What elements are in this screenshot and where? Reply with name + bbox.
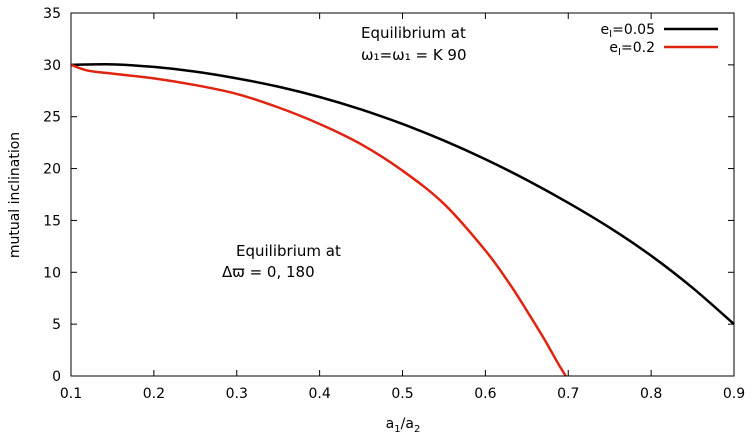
- annotation-lower-line1: Equilibrium at: [236, 242, 341, 260]
- annotation-lower: Equilibrium at Δϖ = 0, 180: [222, 242, 341, 281]
- annotation-lower-line2: Δϖ = 0, 180: [222, 263, 315, 281]
- x-axis-label: a1/a2: [386, 416, 421, 435]
- y-tick-label-2: 10: [43, 265, 61, 281]
- series-line-0: [70, 63, 735, 326]
- legend: eI=0.05 eI=0.2: [601, 22, 718, 58]
- x-tick-label-6: 0.7: [557, 386, 579, 402]
- x-tick-label-0: 0.1: [60, 386, 82, 402]
- x-tick-label-3: 0.4: [308, 386, 330, 402]
- y-tick-label-4: 20: [43, 162, 61, 178]
- y-tick-label-6: 30: [43, 58, 61, 74]
- y-tick-labels: 0 5 10 15 20 25 30 35: [43, 6, 61, 385]
- x-tick-labels: 0.1 0.2 0.3 0.4 0.5 0.6 0.7 0.8 0.9: [60, 386, 745, 402]
- y-tick-label-1: 5: [52, 317, 61, 333]
- x-tick-label-1: 0.2: [143, 386, 165, 402]
- legend-label-1: eI=0.2: [609, 40, 655, 58]
- series-layer: [70, 63, 735, 377]
- x-tick-label-7: 0.8: [640, 386, 662, 402]
- y-axis-label: mutual inclination: [7, 132, 23, 258]
- annotation-upper: Equilibrium at ω₁=ω₁ = K 90: [361, 24, 467, 64]
- legend-label-0: eI=0.05: [601, 22, 655, 40]
- y-tick-label-7: 35: [43, 6, 61, 22]
- x-tick-label-5: 0.6: [474, 386, 496, 402]
- series-line-1: [70, 63, 567, 377]
- y-tick-label-5: 25: [43, 110, 61, 126]
- x-tick-label-8: 0.9: [723, 386, 745, 402]
- y-tick-label-3: 15: [43, 213, 61, 229]
- x-tick-label-2: 0.3: [226, 386, 248, 402]
- annotation-upper-line2: ω₁=ω₁ = K 90: [361, 46, 467, 64]
- y-tick-label-0: 0: [52, 369, 61, 385]
- annotation-upper-line1: Equilibrium at: [361, 24, 466, 42]
- plot-frame: [70, 12, 735, 377]
- x-tick-label-4: 0.5: [391, 386, 413, 402]
